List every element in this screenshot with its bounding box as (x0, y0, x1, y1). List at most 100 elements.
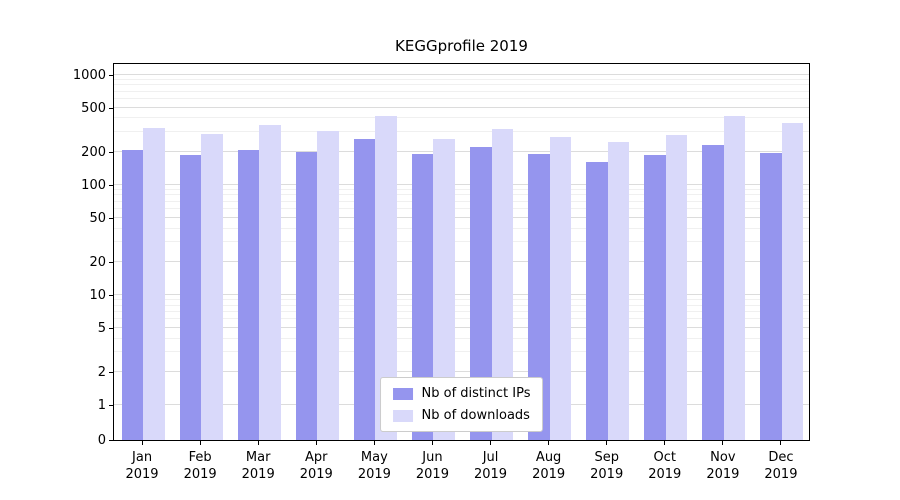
bar-distinct-ips-jun (411, 154, 434, 440)
x-tick-year-mar: 2019 (241, 467, 275, 482)
legend-item-downloads: Nb of downloads (392, 408, 531, 423)
x-tick-label-jan: Jan 2019 (113, 449, 171, 483)
x-tick-label-aug: Aug 2019 (520, 449, 578, 483)
bar-distinct-ips-may (353, 139, 376, 440)
x-tick-month-mar: Mar (245, 450, 271, 465)
x-tick-label-mar: Mar 2019 (229, 449, 287, 483)
x-tick-label-dec: Dec 2019 (752, 449, 810, 483)
x-tick-month-jul: Jul (482, 450, 499, 465)
x-tick-mark-apr (315, 441, 317, 445)
gridline-major-100 (114, 183, 809, 185)
bar-distinct-ips-jan (121, 150, 144, 440)
y-tick-mark-2 (109, 371, 113, 373)
bar-downloads-feb (201, 133, 223, 440)
gridline-minor-600 (114, 98, 809, 99)
bar-downloads-jul (491, 129, 514, 440)
gridline-minor-40 (114, 227, 809, 229)
x-tick-month-jan: Jan (132, 450, 153, 465)
gridline-minor-8 (114, 304, 809, 306)
x-tick-year-nov: 2019 (706, 467, 740, 482)
y-tick-label-20: 20 (89, 254, 106, 270)
gridline-major-500 (114, 106, 809, 108)
legend: Nb of distinct IPs Nb of downloads (379, 377, 544, 432)
y-tick-mark-5 (109, 328, 113, 329)
gridline-minor-900 (114, 78, 809, 80)
gridline-minor-70 (114, 200, 809, 202)
gridline-minor-30 (114, 241, 809, 243)
x-tick-label-apr: Apr 2019 (287, 449, 345, 483)
x-tick-month-dec: Dec (768, 450, 794, 465)
x-tick-mark-oct (664, 441, 666, 445)
x-tick-year-jul: 2019 (473, 467, 508, 482)
x-tick-mark-jun (431, 441, 433, 445)
y-tick-label-200: 200 (81, 144, 106, 160)
y-tick-mark-0 (109, 440, 113, 441)
y-tick-mark-200 (109, 151, 113, 153)
bar-distinct-ips-nov (702, 144, 724, 440)
x-tick-mark-may (373, 441, 375, 445)
bar-downloads-apr (317, 130, 339, 440)
x-tick-mark-aug (548, 441, 550, 445)
bar-downloads-may (375, 116, 397, 440)
bar-distinct-ips-dec (760, 152, 782, 440)
y-tick-mark-10 (109, 294, 113, 296)
gridline-major-5 (114, 327, 809, 329)
x-tick-label-nov: Nov 2019 (694, 449, 752, 483)
bar-distinct-ips-mar (237, 150, 260, 440)
gridline-minor-700 (114, 90, 809, 92)
x-tick-label-jul: Jul 2019 (462, 449, 520, 483)
x-tick-year-dec: 2019 (764, 467, 798, 482)
y-tick-label-10: 10 (89, 287, 106, 303)
bar-downloads-mar (259, 124, 281, 440)
x-tick-mark-sep (606, 441, 608, 445)
x-tick-year-oct: 2019 (648, 467, 682, 482)
x-tick-year-feb: 2019 (183, 467, 217, 482)
gridline-minor-80 (114, 194, 809, 196)
y-tick-mark-50 (109, 217, 113, 219)
gridline-minor-6 (114, 318, 809, 320)
x-tick-label-sep: Sep 2019 (578, 449, 636, 483)
bar-downloads-aug (549, 137, 572, 440)
y-tick-mark-1 (109, 405, 113, 406)
plot-area: Nb of distinct IPs Nb of downloads (113, 63, 810, 441)
gridline-minor-300 (114, 131, 809, 133)
y-tick-label-500: 500 (81, 100, 106, 116)
legend-item-distinct-ips: Nb of distinct IPs (392, 386, 531, 401)
x-tick-month-oct: Oct (653, 450, 677, 465)
chart-title: KEGGprofile 2019 (395, 37, 528, 55)
x-tick-mark-jan (141, 441, 143, 445)
bar-distinct-ips-jul (470, 146, 492, 440)
gridline-minor-4 (114, 337, 809, 339)
y-tick-label-50: 50 (89, 210, 106, 226)
bar-downloads-jan (143, 127, 165, 440)
y-tick-label-1: 1 (97, 398, 106, 413)
bar-downloads-dec (781, 123, 804, 440)
x-tick-label-feb: Feb 2019 (171, 449, 229, 483)
x-tick-year-aug: 2019 (532, 467, 566, 482)
bar-downloads-oct (665, 135, 688, 440)
x-tick-year-jan: 2019 (125, 467, 159, 482)
bar-downloads-sep (607, 141, 630, 440)
x-tick-year-may: 2019 (357, 467, 391, 482)
x-tick-mark-mar (257, 441, 259, 445)
gridline-minor-9 (114, 298, 809, 300)
x-tick-year-apr: 2019 (299, 467, 333, 482)
x-tick-month-may: May (360, 450, 388, 465)
x-tick-label-jun: Jun 2019 (403, 449, 461, 483)
legend-label-distinct-ips: Nb of distinct IPs (421, 386, 531, 401)
y-tick-label-2: 2 (97, 364, 106, 380)
x-tick-mark-nov (722, 441, 724, 445)
x-tick-month-jun: Jun (422, 450, 443, 465)
legend-swatch-downloads (392, 409, 413, 422)
gridline-minor-7 (114, 310, 809, 312)
gridline-major-10 (114, 293, 809, 295)
gridline-minor-90 (114, 188, 809, 190)
x-tick-year-sep: 2019 (590, 467, 624, 482)
y-tick-label-1000: 1000 (72, 67, 106, 83)
bar-distinct-ips-feb (179, 155, 202, 440)
legend-swatch-distinct-ips (392, 387, 413, 400)
y-tick-mark-1000 (109, 74, 113, 76)
gridline-major-2 (114, 370, 809, 372)
x-tick-month-sep: Sep (594, 450, 619, 465)
